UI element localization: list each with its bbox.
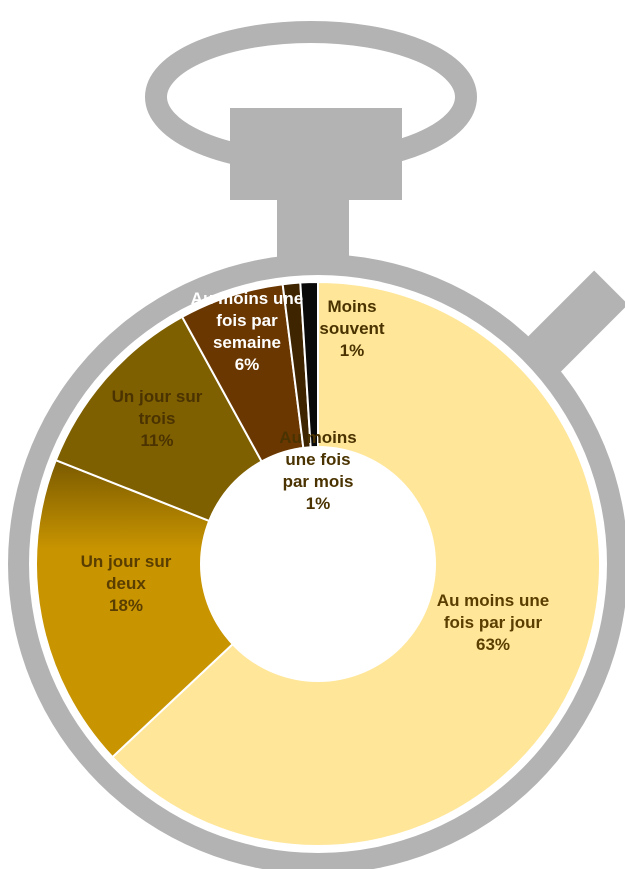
slice-label-2: Un jour sur trois 11%	[112, 387, 203, 450]
slice-label-1: Un jour sur deux 18%	[81, 552, 172, 615]
donut-hole	[200, 446, 436, 682]
donut-slice-1	[35, 458, 320, 759]
slice-label-4: Au moins une fois par mois 1%	[279, 428, 356, 513]
stopwatch-crown	[230, 108, 402, 200]
slice-label-5: Moins souvent 1%	[319, 297, 385, 360]
stopwatch-side-button	[526, 270, 625, 372]
slice-label-0: Au moins une fois par jour 63%	[437, 591, 549, 654]
stopwatch-stem	[277, 195, 349, 265]
slice-label-3: Au moins une fois par semaine 6%	[191, 289, 303, 374]
donut-labels: Au moins une fois par jour 63% Un jour sur d…	[81, 289, 550, 654]
